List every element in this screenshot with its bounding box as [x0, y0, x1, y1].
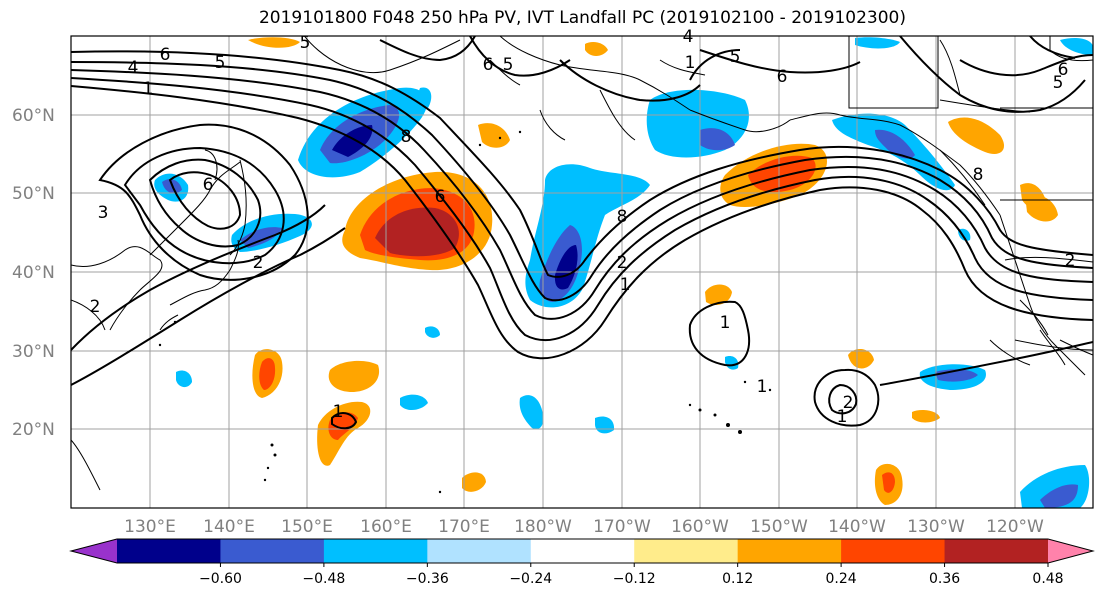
contour-label: 2 [253, 253, 264, 273]
contour-label: 5 [300, 33, 311, 53]
lon-label-160w: 160°W [671, 517, 729, 537]
colorbar [69, 538, 1095, 567]
contour-label: 6 [1058, 60, 1069, 80]
contour-label: 8 [617, 207, 628, 227]
lon-label-160e: 160°E [360, 517, 412, 537]
contour-label: 6 [435, 187, 446, 207]
colorbar-extend-high [1048, 539, 1093, 563]
lat-label-60n: 60°N [12, 106, 55, 126]
contour-label: 2 [90, 297, 101, 317]
colorbar-tick-label: 0.36 [929, 571, 960, 587]
contour-label: 2 [1065, 251, 1076, 271]
contour-label: 1 [720, 313, 731, 333]
lon-label-170w: 170°W [593, 517, 651, 537]
contour-label: 1 [143, 79, 154, 99]
colorbar-swatch [220, 539, 325, 563]
lat-label-30n: 30°N [12, 342, 55, 362]
contour-label: 1 [757, 377, 768, 397]
contour-label: 5 [215, 53, 226, 73]
colorbar-labels: −0.60 −0.48 −0.36 −0.24 −0.12 0.12 0.24 0.36 0.4… [199, 571, 1064, 587]
colorbar-tick-label: −0.24 [509, 571, 552, 587]
contour-label: 6 [203, 175, 214, 195]
contour-label: 6 [483, 55, 494, 75]
borders [848, 36, 1093, 351]
colorbar-tick-label: 0.48 [1032, 571, 1063, 587]
contour-label: 3 [98, 203, 109, 223]
lon-label-140w: 140°W [828, 517, 886, 537]
contour-label: 4 [683, 27, 694, 47]
contour-label: 6 [160, 45, 171, 65]
contour-label: 4 [128, 58, 139, 78]
lon-label-180w: 180°W [514, 517, 572, 537]
lon-label-170e: 170°E [438, 517, 490, 537]
lon-label-130w: 130°W [907, 517, 965, 537]
colorbar-swatch [427, 539, 532, 563]
lon-label-150e: 150°E [281, 517, 333, 537]
contour-label: 8 [973, 165, 984, 185]
contour-label: 1 [620, 275, 631, 295]
colorbar-swatch [323, 539, 428, 563]
colorbar-swatch [117, 539, 221, 563]
lat-label-50n: 50°N [12, 184, 55, 204]
coastlines [71, 36, 1093, 491]
contour-label: 2 [617, 253, 628, 273]
colorbar-extend-low [71, 539, 117, 563]
lat-label-40n: 40°N [12, 263, 55, 283]
colorbar-tick-label: −0.36 [406, 571, 449, 587]
lat-label-20n: 20°N [12, 420, 55, 440]
latitude-labels: 60°N 50°N 40°N 30°N 20°N [12, 106, 55, 440]
lon-label-140e: 140°E [203, 517, 255, 537]
colorbar-tick-label: 0.24 [826, 571, 857, 587]
contour-label: 5 [503, 55, 514, 75]
colorbar-swatch [944, 539, 1049, 563]
contour-label: 1 [685, 53, 696, 73]
lon-label-120w: 120°W [986, 517, 1044, 537]
contour-label: 6 [777, 67, 788, 87]
colorbar-tick-label: 0.12 [722, 571, 753, 587]
contour-label: 8 [401, 127, 412, 147]
contour-label: 5 [730, 47, 741, 67]
contour-label: 1 [333, 402, 344, 422]
colorbar-swatch [530, 539, 635, 563]
lon-label-150w: 150°W [750, 517, 808, 537]
contour-label: 2 [843, 393, 854, 413]
lon-label-130e: 130°E [124, 517, 176, 537]
contour-label: 1 [837, 407, 848, 427]
colorbar-tick-label: −0.48 [302, 571, 345, 587]
colorbar-swatch [634, 539, 739, 563]
map-title: 2019101800 F048 250 hPa PV, IVT Landfall… [258, 8, 906, 28]
colorbar-swatch [841, 539, 946, 563]
map-frame [70, 35, 1094, 509]
longitude-labels: 130°E 140°E 150°E 160°E 170°E 180°W 170°… [124, 517, 1044, 537]
ivt-contours [71, 36, 1093, 430]
contour-label: 5 [1053, 73, 1064, 93]
colorbar-swatch [737, 539, 842, 563]
positive-pv-anomaly-fill [248, 37, 1058, 505]
colorbar-tick-label: −0.60 [199, 571, 242, 587]
islands [158, 130, 772, 494]
colorbar-tick-label: −0.12 [613, 571, 656, 587]
